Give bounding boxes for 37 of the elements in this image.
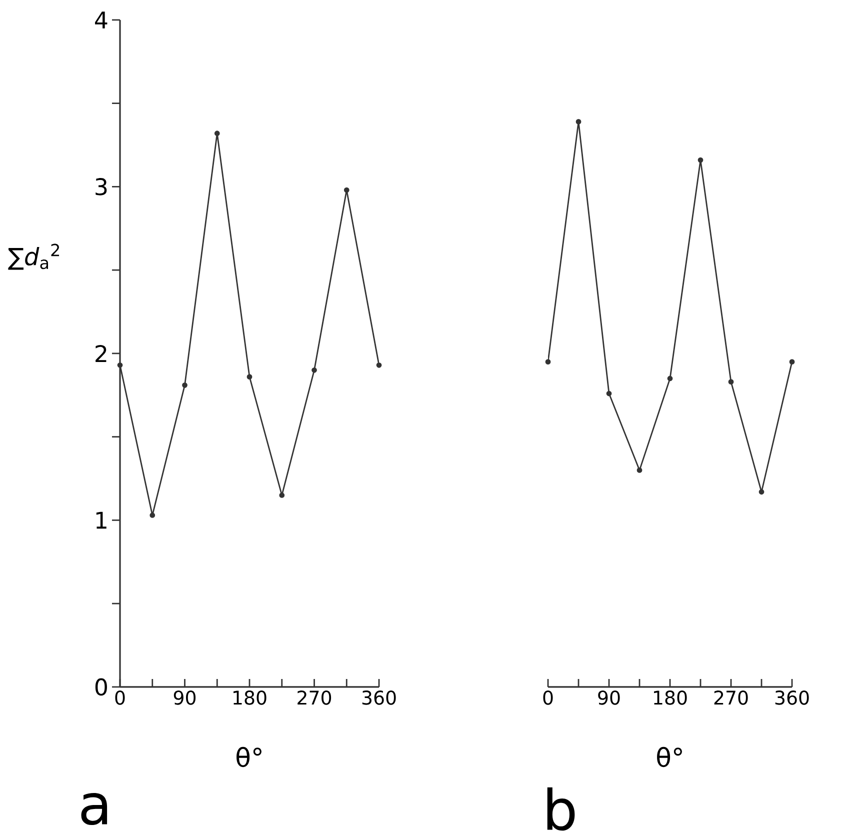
x-axis-title: θ° [657,746,682,768]
x-tick-label: 180 [654,690,687,705]
point [698,157,704,163]
x-tick-label: 270 [714,690,748,705]
x-axis-title: θ° [236,746,262,768]
x-tick-label: 0 [115,690,125,705]
x-tick-label: 360 [362,690,396,705]
point [758,489,764,495]
y-tick-label: 2 [96,344,106,362]
point [246,374,252,380]
point [182,382,188,388]
x-tick-label: 360 [775,690,809,705]
y-tick-label: 1 [96,512,106,529]
point [279,492,285,498]
y-axis-title: ∑d$_{a}$2 [8,244,60,270]
x-tick-label: 90 [598,690,620,705]
point [117,362,123,368]
point [344,187,350,193]
x-tick-label: 0 [543,690,553,705]
point [667,376,673,382]
point [545,359,551,365]
x-tick-label: 270 [298,690,332,705]
x-tick-label: 180 [234,690,266,705]
x-tick-label: 90 [174,690,196,705]
point [728,379,734,385]
point [606,390,612,396]
point [214,130,220,136]
point [636,468,642,473]
point [312,367,317,373]
text: a [81,792,108,826]
point [376,362,382,368]
point [576,119,582,124]
point [789,359,795,365]
y-tick-label: 4 [95,12,108,28]
y-tick-label: 3 [96,178,107,196]
point [150,512,156,518]
text: b [547,787,575,831]
